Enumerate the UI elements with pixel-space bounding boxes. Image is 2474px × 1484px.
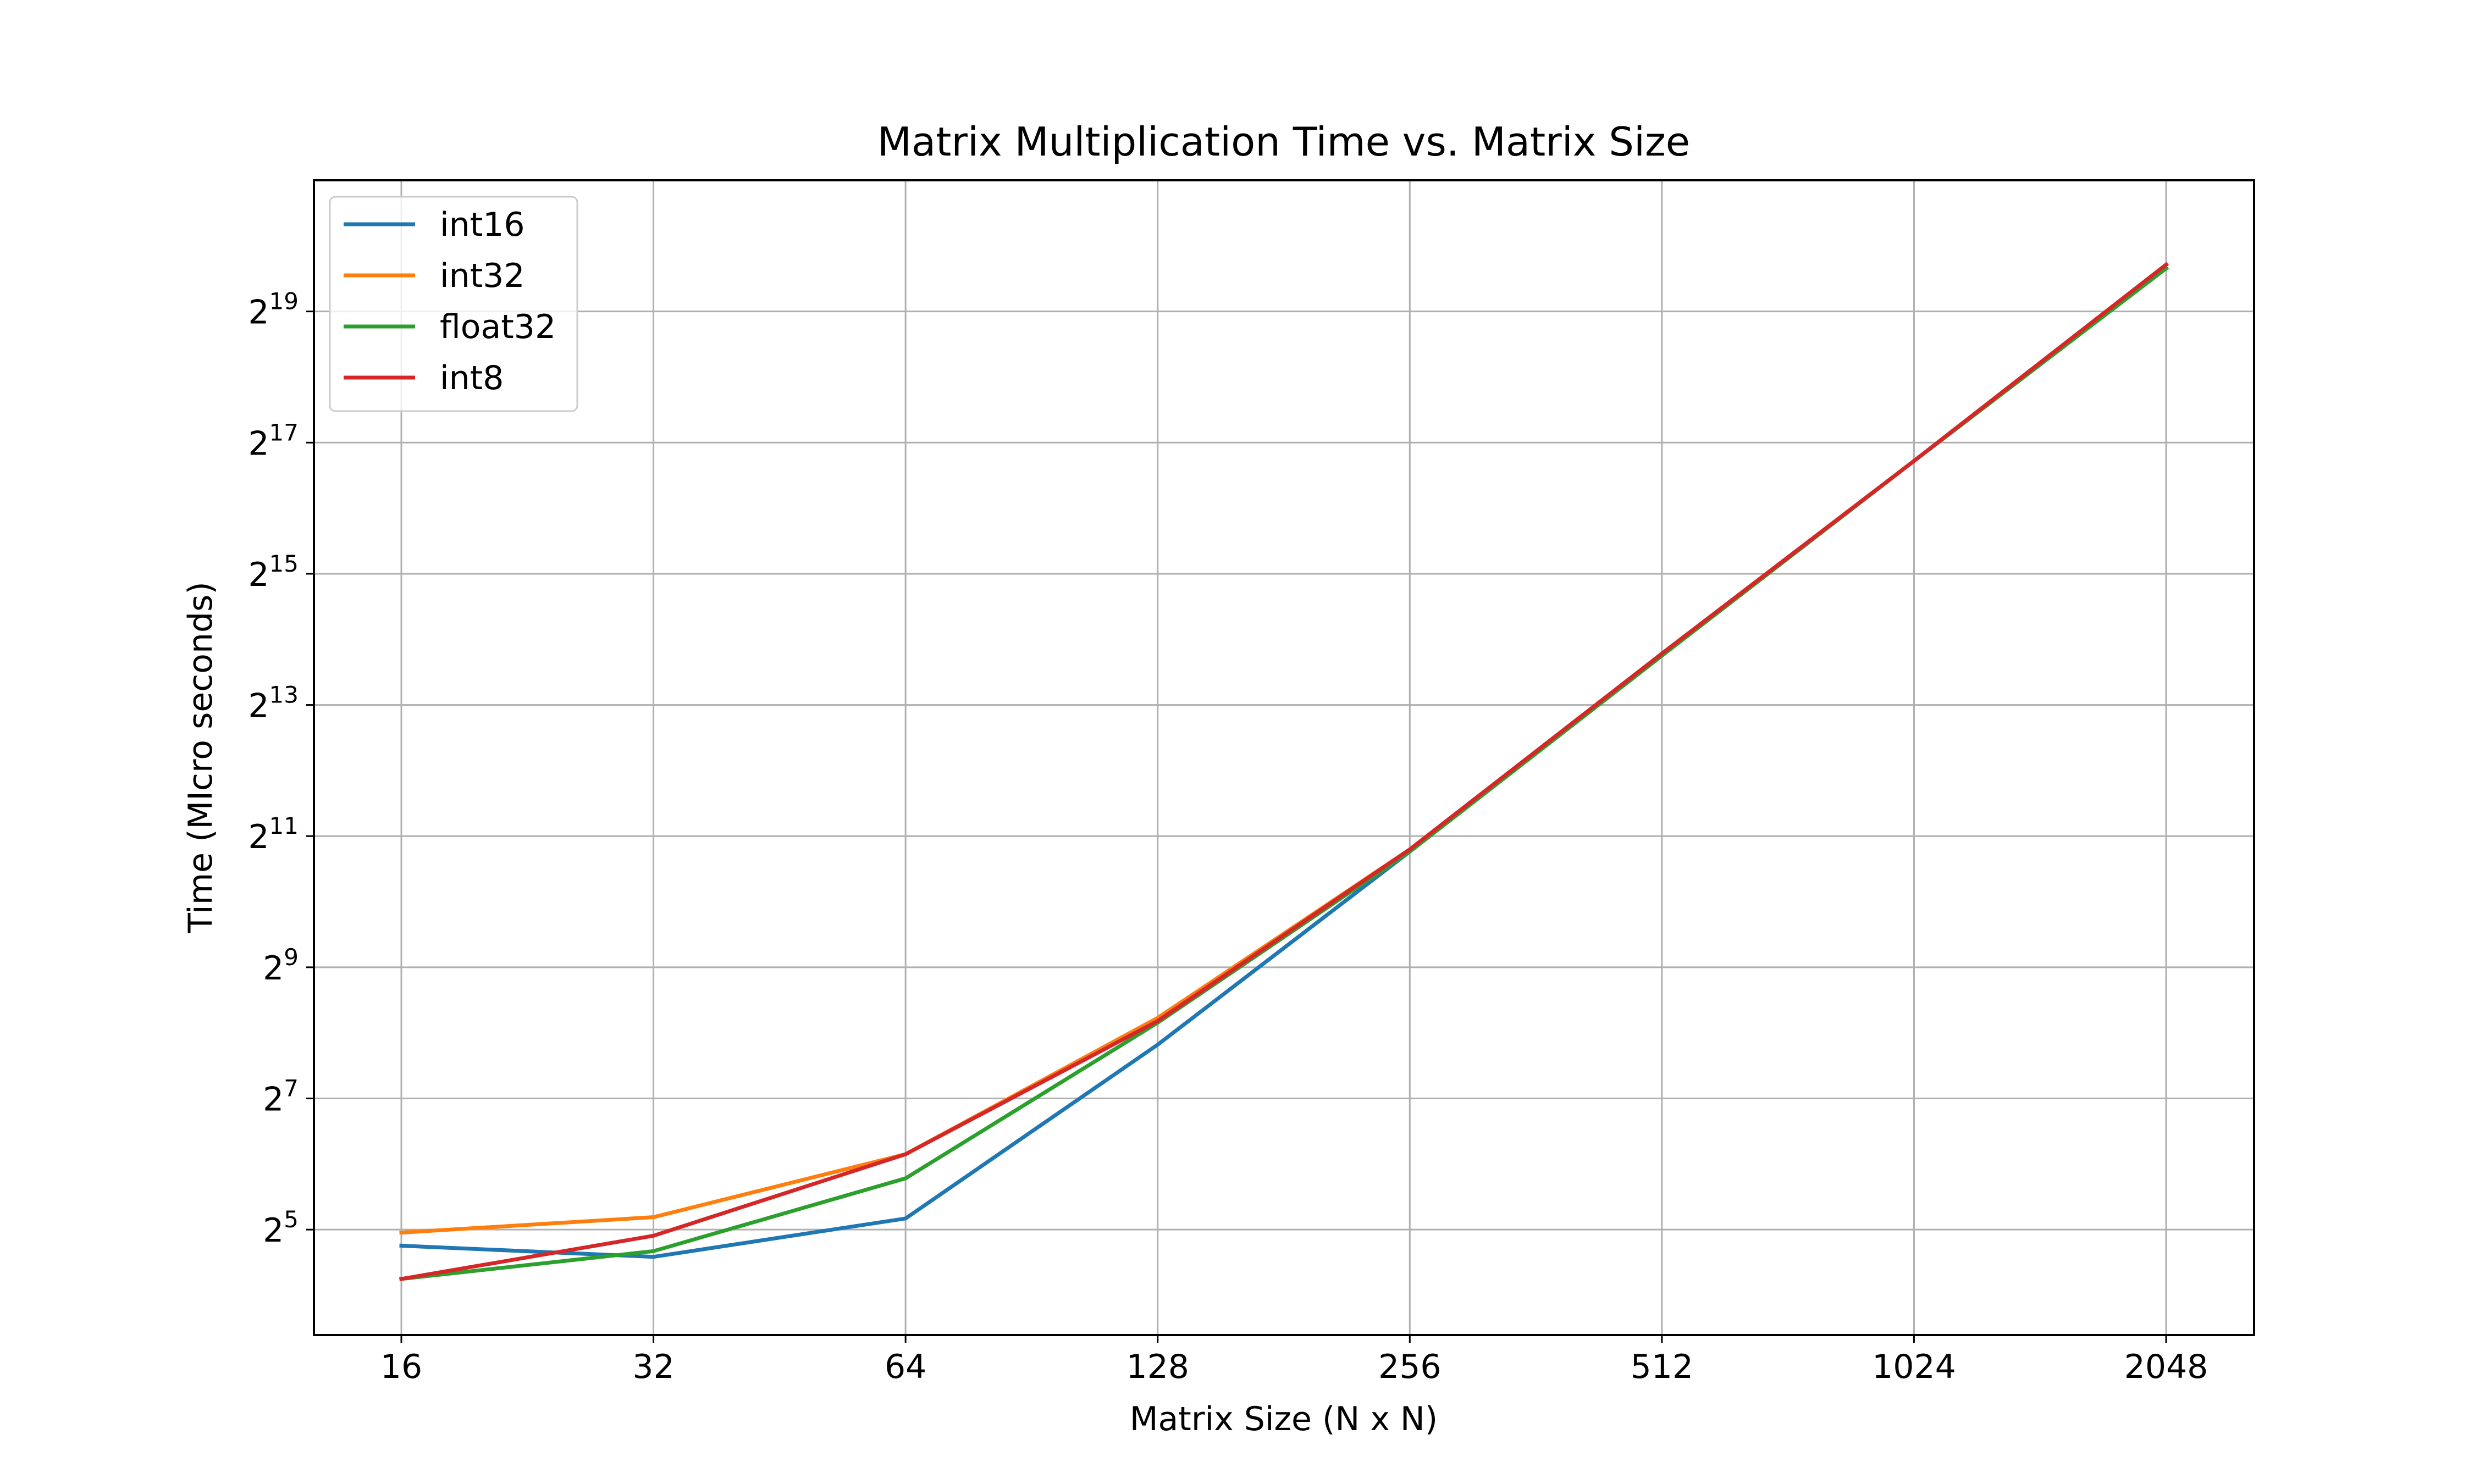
y-tick-label: 219 (248, 288, 299, 332)
y-tick-label: 215 (248, 550, 299, 594)
y-tick-exponent: 15 (269, 550, 299, 577)
legend-label: int16 (440, 206, 525, 244)
y-tick-label: 27 (263, 1075, 299, 1119)
legend-box (329, 196, 578, 412)
y-tick-exponent: 13 (269, 682, 299, 708)
y-tick-base: 2 (248, 556, 269, 594)
y-tick-base: 2 (263, 949, 284, 988)
y-tick-exponent: 7 (284, 1075, 299, 1102)
y-tick-exponent: 5 (284, 1206, 299, 1233)
plot-area-frame (313, 179, 2255, 1336)
y-tick-exponent: 19 (269, 288, 299, 315)
y-tick-base: 2 (263, 1211, 284, 1250)
x-tick-label: 16 (380, 1348, 422, 1386)
y-axis-label: Time (MIcro seconds) (181, 582, 220, 934)
y-tick-label: 211 (248, 812, 299, 856)
x-tick-label: 1024 (1872, 1348, 1956, 1386)
grid-lines (314, 180, 2254, 1335)
y-tick-base: 2 (248, 424, 269, 463)
x-tick-label: 256 (1378, 1348, 1442, 1386)
legend-label: float32 (440, 308, 556, 346)
x-axis-label: Matrix Size (N x N) (1130, 1400, 1438, 1438)
y-tick-label: 29 (263, 944, 299, 988)
y-tick-exponent: 11 (269, 812, 299, 839)
y-tick-label: 25 (263, 1206, 299, 1250)
axis-ticks: 16 32 64 128 256 512 1024 204825272921121321521… (248, 288, 2208, 1386)
y-tick-exponent: 17 (269, 419, 299, 446)
x-tick-label: 32 (632, 1348, 674, 1386)
legend-label: int8 (440, 359, 504, 397)
x-tick-label: 2048 (2124, 1348, 2208, 1386)
x-tick-label: 512 (1631, 1348, 1694, 1386)
series-line-int8 (399, 262, 2169, 1281)
x-tick-label: 128 (1126, 1348, 1189, 1386)
x-tick-label: 64 (885, 1348, 926, 1386)
y-tick-base: 2 (263, 1081, 284, 1119)
series-lines (399, 262, 2169, 1281)
y-tick-exponent: 9 (284, 944, 299, 971)
y-tick-base: 2 (248, 687, 269, 726)
y-tick-base: 2 (248, 294, 269, 332)
y-tick-base: 2 (248, 818, 269, 856)
legend-label: int32 (440, 257, 525, 295)
chart-title: Matrix Multiplication Time vs. Matrix Si… (877, 119, 1690, 165)
y-tick-label: 217 (248, 419, 299, 463)
legend: int16 int32 float32 int8 (329, 196, 578, 412)
y-tick-label: 213 (248, 682, 299, 726)
